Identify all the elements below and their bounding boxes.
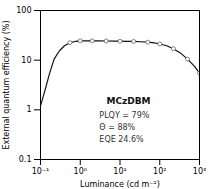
- svg-text:EQE 24.6%: EQE 24.6%: [99, 135, 144, 144]
- svg-text:10⁰: 10⁰: [74, 167, 87, 176]
- svg-text:100: 100: [16, 6, 31, 15]
- svg-text:0.1: 0.1: [19, 155, 32, 164]
- svg-text:PLQY = 79%: PLQY = 79%: [99, 111, 149, 120]
- svg-text:MCzDBM: MCzDBM: [106, 96, 150, 106]
- svg-text:10¹: 10¹: [113, 167, 126, 176]
- svg-text:Θ = 88%: Θ = 88%: [99, 123, 135, 132]
- svg-text:1: 1: [26, 105, 31, 114]
- svg-text:10: 10: [21, 56, 31, 65]
- svg-text:External quantum efficiency (%: External quantum efficiency (%): [2, 20, 11, 149]
- svg-text:10⁻¹: 10⁻¹: [32, 167, 50, 176]
- svg-text:Luminance (cd m⁻²): Luminance (cd m⁻²): [80, 180, 160, 189]
- svg-text:10³: 10³: [193, 167, 206, 176]
- svg-text:10²: 10²: [153, 167, 166, 176]
